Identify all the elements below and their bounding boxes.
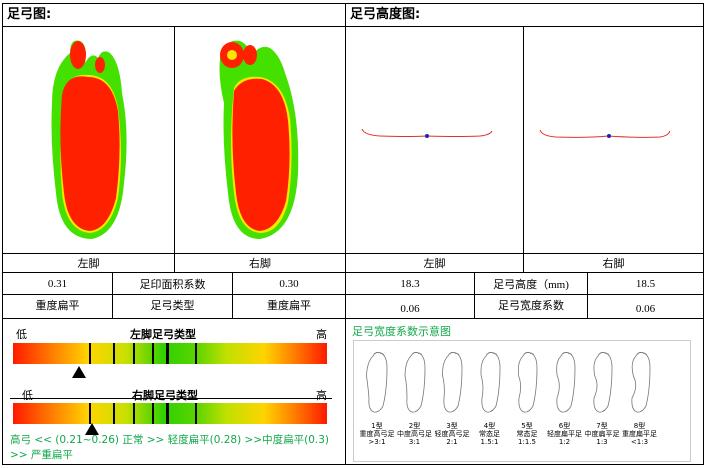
foot-label-row-line	[3, 253, 703, 254]
width-diagram-items: 1型 重度高弓足 >3:1 2型 中度高弓足 3:1 3型 轻度高弓足 2:1 4型 常态足 1.5:…	[353, 340, 691, 462]
foot-type-name: 轻度扁平足	[547, 430, 582, 438]
foot-type-1-icon	[366, 351, 388, 413]
arch-height-title: 足弓高度图:	[346, 4, 703, 27]
foot-type-3-label: 3型 轻度高弓足 2:1	[430, 422, 474, 446]
image-divider-left	[174, 27, 175, 254]
right-scale-high: 高	[316, 390, 327, 402]
arch-type-legend: 高弓 << (0.21~0.26) 正常 >> 轻度扁平(0.28) >>中度扁…	[10, 434, 330, 461]
left-foot-label: 左脚	[77, 258, 100, 270]
foot-type-name: 中度高弓足	[397, 430, 432, 438]
right-footprint-image	[219, 40, 299, 239]
metrics-left-vline-1	[112, 272, 113, 318]
foot-type-type: 7型	[596, 422, 608, 430]
right-arch-height-curve	[539, 129, 671, 138]
foot-type-2-label: 2型 中度高弓足 3:1	[393, 422, 437, 446]
arch-type-label: 足弓类型	[150, 299, 195, 312]
report-frame	[2, 3, 704, 465]
left-area-coefficient: 0.31	[47, 277, 68, 290]
label-divider-left	[174, 254, 175, 272]
right-arch-type-bar	[13, 403, 327, 424]
foot-type-7-label: 7型 中度扁平足 1:3	[580, 422, 624, 446]
right-arch-height: 18.5	[635, 277, 656, 290]
metrics-left-vline-2	[232, 272, 233, 318]
foot-type-type: 6型	[558, 422, 571, 430]
foot-type-5-icon	[517, 351, 538, 413]
foot-type-name: 常态足	[479, 430, 500, 438]
foot-type-ratio: 2:1	[446, 438, 458, 446]
metrics-line-1	[3, 272, 703, 273]
foot-type-4-icon	[480, 351, 500, 413]
foot-type-type: 4型	[483, 422, 496, 430]
foot-type-name: 轻度高弓足	[434, 430, 470, 438]
metrics-right-vline-2	[587, 272, 588, 318]
right-scale-separator	[10, 398, 332, 399]
right-scale-title: 右脚足弓类型	[132, 389, 198, 402]
foot-type-4-label: 4型 常态足 1.5:1	[468, 422, 512, 446]
area-coefficient-label: 足印面积系数	[139, 278, 206, 291]
foot-type-3-icon	[442, 351, 463, 413]
metrics-line-3	[3, 318, 703, 319]
foot-type-type: 3型	[446, 422, 458, 430]
metrics-line-2	[3, 294, 703, 295]
left-pointer-marker	[71, 366, 86, 378]
foot-type-6-label: 6型 轻度扁平足 1:2	[543, 422, 587, 446]
left-arch-type-bar	[13, 343, 327, 364]
width-diagram-title: 足弓宽度系数示意图	[352, 325, 451, 338]
right-foot-label: 右脚	[249, 258, 271, 270]
right-scale-low: 低	[22, 390, 33, 402]
foot-print-title: 足弓图:	[3, 4, 345, 27]
metrics-right-vline-1	[474, 272, 475, 318]
width-diagram-box	[353, 340, 691, 462]
left-scale-low: 低	[16, 329, 27, 341]
foot-type-ratio: 1.5:1	[480, 438, 499, 446]
foot-type-2-icon	[404, 351, 425, 413]
foot-type-5-label: 5型 常态足 1:1.5	[505, 422, 549, 446]
right-arch-type: 重度扁平	[267, 299, 311, 312]
foot-type-ratio: 1:3	[596, 438, 608, 446]
arch-width-label: 足弓宽度系数	[498, 299, 564, 312]
foot-type-type: 1型	[371, 422, 383, 430]
label-divider-right	[523, 254, 524, 272]
left-arch-width: 0.06	[400, 302, 420, 315]
foot-type-ratio: 1:2	[558, 438, 571, 446]
foot-type-ratio: <1:3	[630, 438, 649, 446]
foot-type-7-icon	[593, 351, 613, 413]
right-arch-curve-line	[539, 129, 671, 138]
arch-left-foot-label: 左脚	[423, 258, 446, 270]
right-area-coefficient: 0.30	[279, 277, 299, 290]
foot-type-name: 重度扁平足	[622, 430, 657, 438]
left-arch-type: 重度扁平	[35, 299, 80, 312]
left-footprint-image	[51, 40, 127, 239]
left-scale-title: 左脚足弓类型	[130, 328, 196, 341]
right-footprint-inner	[220, 42, 290, 231]
foot-type-ratio: >3:1	[368, 438, 386, 446]
foot-type-8-label: 8型 重度扁平足 <1:3	[618, 422, 662, 446]
arch-right-foot-label: 右脚	[602, 258, 625, 270]
right-pointer-marker	[84, 423, 99, 435]
left-footprint-inner	[60, 41, 120, 231]
center-divider	[345, 3, 346, 465]
foot-type-8-icon	[630, 351, 650, 413]
foot-type-1-label: 1型 重度高弓足 >3:1	[355, 422, 399, 446]
left-arch-peak-dot	[425, 134, 429, 138]
image-divider-right	[523, 27, 524, 254]
foot-type-type: 8型	[633, 422, 646, 430]
foot-type-type: 5型	[521, 422, 533, 430]
left-arch-height-curve	[361, 128, 493, 138]
foot-type-6-icon	[555, 351, 575, 413]
foot-type-ratio: 1:1.5	[518, 438, 536, 446]
foot-type-type: 2型	[408, 422, 421, 430]
right-arch-width: 0.06	[635, 302, 656, 315]
foot-type-name: 中度扁平足	[584, 430, 620, 438]
left-arch-height: 18.3	[400, 277, 420, 290]
right-arch-peak-dot	[607, 134, 611, 138]
left-scale-high: 高	[316, 329, 327, 341]
arch-height-label: 足弓高度（mm)	[493, 278, 569, 291]
foot-type-name: 重度高弓足	[359, 430, 395, 438]
foot-type-ratio: 3:1	[408, 438, 421, 446]
foot-type-name: 常态足	[516, 430, 538, 438]
